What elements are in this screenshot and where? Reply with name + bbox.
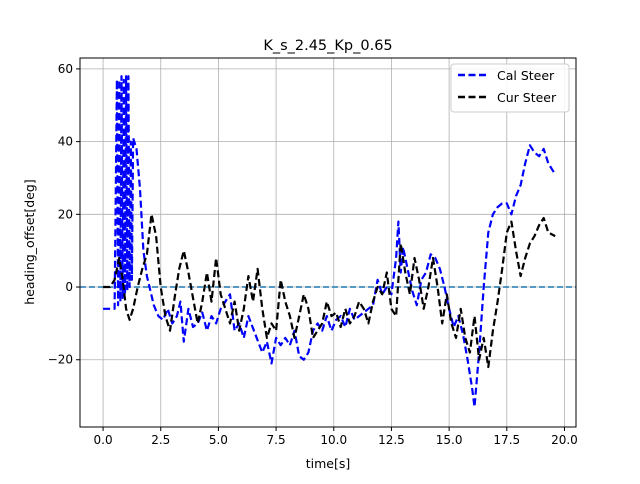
x-tick-label: 0.0 (94, 433, 113, 447)
series-layer (103, 75, 557, 409)
series-line-cur-steer (103, 213, 556, 369)
x-tick-label: 17.5 (493, 433, 520, 447)
axes-frame (79, 57, 577, 428)
legend-label-cal-steer: Cal Steer (497, 68, 555, 83)
x-tick-label: 12.5 (378, 433, 405, 447)
x-tick-label: 10.0 (320, 433, 347, 447)
legend-label-cur-steer: Cur Steer (497, 90, 557, 105)
legend: Cal Steer Cur Steer (450, 63, 570, 113)
y-tick-label: 40 (58, 135, 73, 149)
y-tick-label: 20 (58, 207, 73, 221)
y-tick-layer: −20 0 20 40 60 (48, 62, 80, 367)
x-tick-label: 5.0 (209, 433, 228, 447)
y-axis-label: heading_offset[deg] (22, 179, 37, 304)
x-tick-label: 20.0 (551, 433, 578, 447)
x-tick-label: 15.0 (436, 433, 463, 447)
x-tick-layer: 0.0 2.5 5.0 7.5 10.0 12.5 15.0 17.5 20.0 (94, 427, 578, 447)
chart-title: K_s_2.45_Kp_0.65 (263, 38, 392, 54)
y-tick-label: 0 (65, 280, 73, 294)
x-tick-label: 7.5 (267, 433, 286, 447)
x-tick-label: 2.5 (151, 433, 170, 447)
y-tick-label: −20 (48, 353, 73, 367)
y-tick-label: 60 (58, 62, 73, 76)
x-axis-label: time[s] (306, 456, 351, 471)
series-line-cal-steer (103, 75, 557, 409)
